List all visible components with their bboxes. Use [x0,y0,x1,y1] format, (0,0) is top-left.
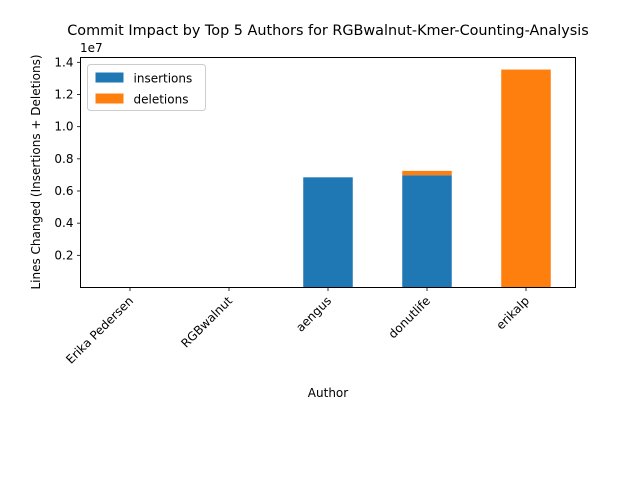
y-tick-label: 0.8 [54,152,73,166]
legend-label-deletions: deletions [134,93,189,107]
y-tick-label: 1.2 [54,87,73,101]
bar-deletions [402,170,452,176]
bar-deletions [501,69,551,288]
bars [303,69,551,288]
y-tick-label: 1.4 [54,55,73,69]
legend-label-insertions: insertions [134,72,193,86]
legend-swatch-insertions [95,72,124,83]
legend: insertions deletions [87,64,206,111]
bar-insertions [303,177,353,288]
x-tick-label: donutlife [386,294,433,341]
legend-swatch-deletions [95,93,124,104]
y-tick-label: 1.0 [54,120,73,134]
y-tick-label: 0.2 [54,248,73,262]
bar-insertions [402,175,452,288]
chart-title: Commit Impact by Top 5 Authors for RGBwa… [67,23,588,39]
x-axis: Erika Pedersen RGBwalnut aengus donutlife er… [63,287,532,367]
y-tick-label: 0.6 [54,184,73,198]
y-axis: 0.2 0.4 0.6 0.8 1.0 1.2 1.4 [54,55,81,262]
x-axis-label: Author [308,386,348,400]
y-offset-text: 1e7 [80,41,103,55]
y-axis-label: Lines Changed (Insertions + Deletions) [29,54,43,289]
x-tick-label: RGBwalnut [178,294,235,351]
y-tick-label: 0.4 [54,216,73,230]
x-tick-label: erikalp [493,294,532,333]
x-tick-label: Erika Pedersen [63,294,136,367]
x-tick-label: aengus [293,294,334,335]
